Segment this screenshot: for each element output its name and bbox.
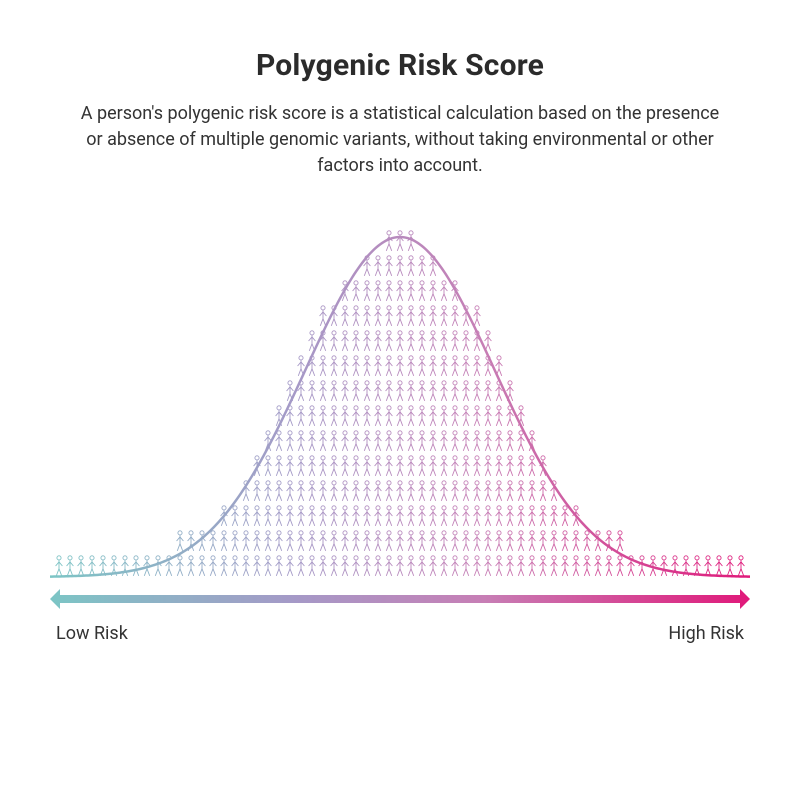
page: Polygenic Risk Score A person's polygeni… bbox=[0, 0, 800, 800]
axis-label-low: Low Risk bbox=[56, 623, 128, 644]
axis-arrow bbox=[50, 589, 750, 609]
people-rows bbox=[56, 231, 745, 576]
axis-labels: Low Risk High Risk bbox=[50, 623, 750, 644]
page-subtitle: A person's polygenic risk score is a sta… bbox=[80, 101, 720, 179]
distribution-chart bbox=[50, 209, 750, 613]
axis-label-high: High Risk bbox=[668, 623, 744, 644]
page-title: Polygenic Risk Score bbox=[0, 48, 800, 83]
bell-curve-svg bbox=[50, 209, 750, 609]
